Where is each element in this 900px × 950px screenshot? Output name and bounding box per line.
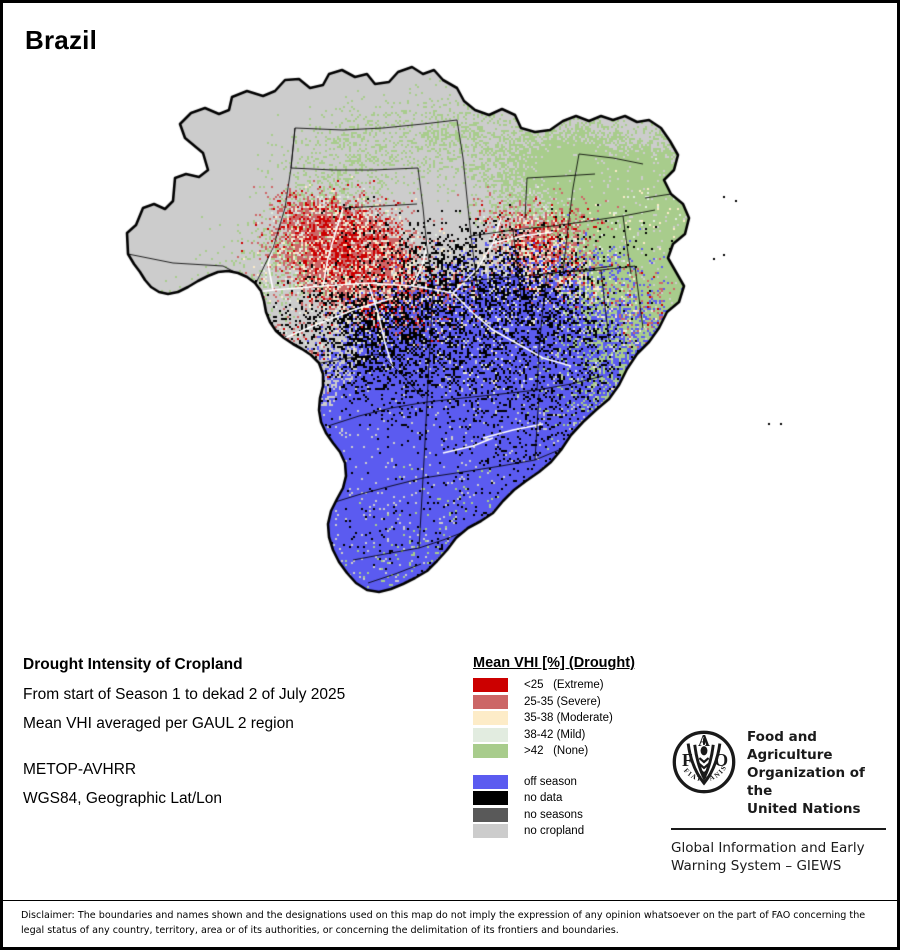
legend-swatch-none [473, 744, 508, 759]
legend: Mean VHI [%] (Drought) <25 (Extreme) 25-… [473, 655, 693, 840]
legend-swatch-no-seasons [473, 807, 508, 822]
map-figure [23, 58, 883, 648]
page-title: Brazil [25, 25, 98, 55]
caption-heading: Drought Intensity of Cropland [23, 656, 243, 673]
fao-logo-icon: F A O FIAT PANIS [671, 729, 737, 800]
legend-item-mild: 38-42 (Mild) [473, 727, 693, 744]
caption-period: From start of Season 1 to dekad 2 of Jul… [23, 685, 346, 703]
brazil-drought-map [23, 58, 883, 648]
fao-divider [671, 827, 886, 830]
legend-swatch-mild [473, 727, 508, 742]
legend-item-no-data: no data [473, 790, 693, 807]
legend-item-off-season: off season [473, 774, 693, 791]
legend-group-separator [473, 760, 693, 774]
legend-swatch-extreme [473, 678, 508, 693]
legend-swatch-no-data [473, 791, 508, 806]
fao-logo-letter-f: F [682, 750, 693, 770]
fao-branding: F A O FIAT PANIS Food and Agriculture Or… [671, 729, 886, 875]
legend-item-extreme: <25 (Extreme) [473, 677, 693, 694]
disclaimer-divider [3, 900, 897, 901]
giews-line-1: Global Information and Early [671, 839, 865, 856]
legend-title: Mean VHI [%] (Drought) [473, 655, 635, 671]
fao-name-line-2: Organization of the [747, 764, 865, 799]
fao-logo-letter-a: A [698, 731, 710, 750]
legend-item-none: >42 (None) [473, 743, 693, 760]
legend-label-none: >42 (None) [524, 745, 589, 758]
fao-organization-name: Food and Agriculture Organization of the… [747, 729, 886, 819]
legend-label-extreme: <25 (Extreme) [524, 679, 604, 692]
fao-logo-letter-o: O [714, 750, 728, 770]
legend-label-no-seasons: no seasons [524, 808, 583, 821]
legend-item-severe: 25-35 (Severe) [473, 694, 693, 711]
caption-projection: WGS84, Geographic Lat/Lon [23, 790, 223, 807]
legend-swatch-no-cropland [473, 824, 508, 839]
fao-name-line-3: United Nations [747, 800, 861, 817]
fao-name-line-1: Food and Agriculture [747, 729, 833, 763]
caption-aggregation: Mean VHI averaged per GAUL 2 region [23, 715, 294, 732]
legend-item-no-cropland: no cropland [473, 823, 693, 840]
disclaimer-text: Disclaimer: The boundaries and names sho… [21, 910, 866, 936]
legend-swatch-moderate [473, 711, 508, 726]
legend-label-moderate: 35-38 (Moderate) [524, 712, 613, 725]
legend-label-no-cropland: no cropland [524, 825, 585, 838]
legend-item-moderate: 35-38 (Moderate) [473, 710, 693, 727]
caption-block: Drought Intensity of Cropland From start… [23, 657, 453, 821]
caption-sensor: METOP-AVHRR [23, 760, 137, 778]
legend-swatch-severe [473, 694, 508, 709]
legend-item-no-seasons: no seasons [473, 807, 693, 824]
legend-label-severe: 25-35 (Severe) [524, 695, 601, 708]
legend-label-no-data: no data [524, 792, 563, 805]
legend-label-mild: 38-42 (Mild) [524, 728, 586, 741]
giews-line-2: Warning System – GIEWS [671, 858, 842, 875]
giews-subtitle: Global Information and Early Warning Sys… [671, 839, 886, 876]
legend-swatch-off-season [473, 774, 508, 789]
legend-label-off-season: off season [524, 775, 577, 788]
